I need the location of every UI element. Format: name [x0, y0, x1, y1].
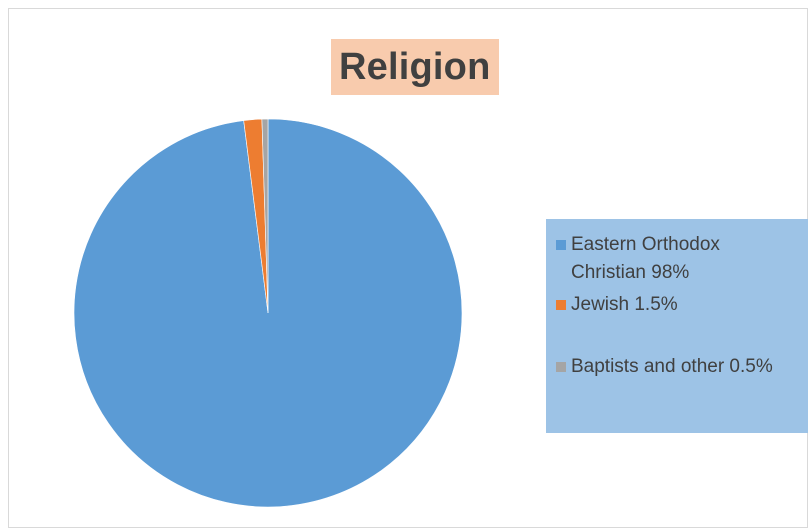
legend-swatch-eastern-orthodox — [556, 240, 566, 250]
legend-item-baptists-other: Baptists and other 0.5% — [556, 353, 800, 381]
chart-title: Religion — [331, 39, 499, 95]
legend-swatch-jewish — [556, 300, 566, 310]
pie-slice-baptists-other — [261, 118, 269, 314]
legend-label-jewish: Jewish 1.5% — [571, 294, 678, 315]
legend-item-jewish: Jewish 1.5% — [556, 291, 800, 319]
legend: Eastern Orthodox Christian 98% Jewish 1.… — [546, 219, 808, 433]
legend-swatch-baptists-other — [556, 362, 566, 372]
pie-slices — [73, 118, 463, 508]
legend-label-eastern-orthodox: Eastern Orthodox Christian 98% — [571, 234, 720, 283]
chart-area: Religion Eastern Orthodox Christian 98% … — [8, 8, 808, 528]
legend-label-baptists-other: Baptists and other 0.5% — [571, 356, 773, 377]
pie-chart — [73, 118, 463, 508]
legend-item-eastern-orthodox: Eastern Orthodox Christian 98% — [556, 231, 800, 287]
